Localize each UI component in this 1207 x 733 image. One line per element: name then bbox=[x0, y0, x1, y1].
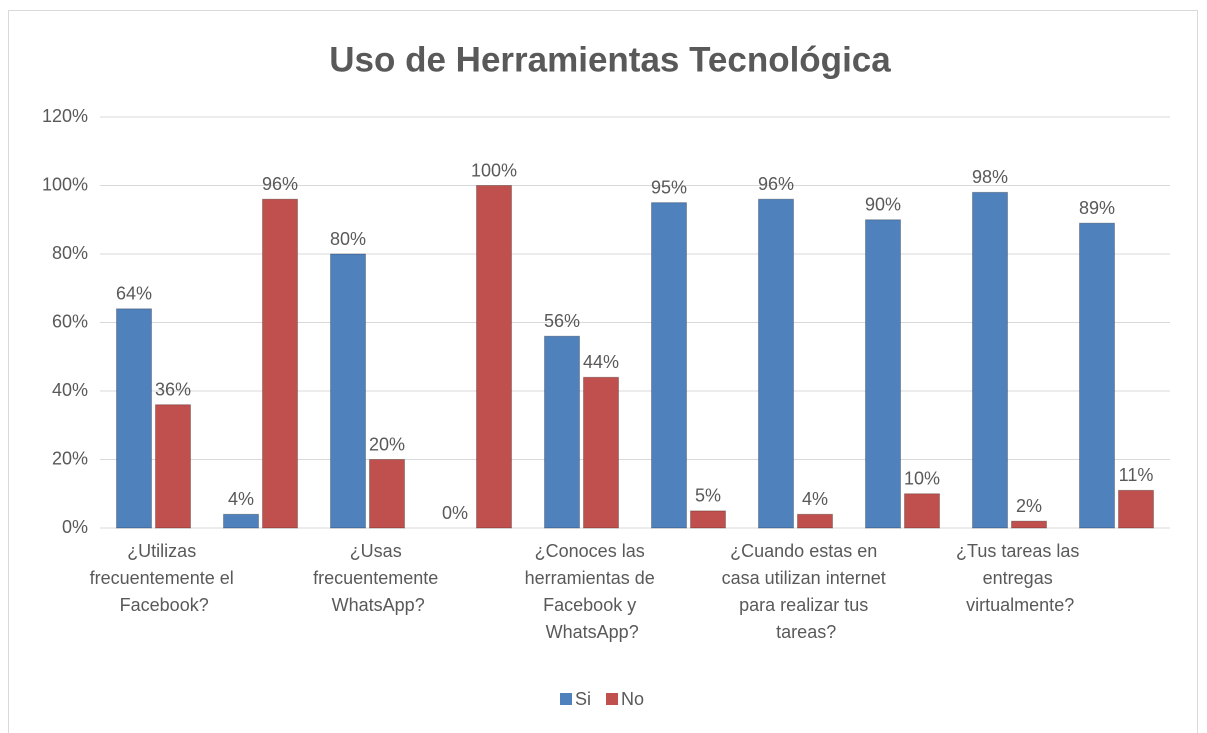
data-label: 98% bbox=[972, 167, 1008, 187]
legend-swatch bbox=[606, 693, 619, 705]
bar bbox=[583, 376, 619, 529]
data-label: 95% bbox=[651, 177, 687, 197]
data-label: 0% bbox=[442, 503, 468, 523]
bar bbox=[758, 198, 794, 529]
bar bbox=[972, 191, 1008, 529]
data-label: 56% bbox=[544, 311, 580, 331]
y-tick-label: 100% bbox=[42, 174, 88, 194]
x-tick-label: ¿Tus tareas las entregas virtualmente? bbox=[956, 541, 1084, 615]
bar bbox=[330, 253, 366, 529]
data-label: 100% bbox=[471, 160, 517, 180]
data-label: 89% bbox=[1079, 198, 1115, 218]
x-tick-label: ¿Conoces las herramientas de Facebook y … bbox=[525, 541, 660, 642]
y-tick-label: 0% bbox=[62, 517, 88, 537]
bar bbox=[223, 513, 259, 529]
data-label: 80% bbox=[330, 229, 366, 249]
data-label: 2% bbox=[1016, 496, 1042, 516]
bar bbox=[476, 185, 512, 529]
data-label: 90% bbox=[865, 195, 901, 215]
y-tick-label: 40% bbox=[52, 380, 88, 400]
legend-label: Si bbox=[575, 689, 591, 709]
bar bbox=[369, 459, 405, 529]
bar bbox=[262, 198, 298, 529]
data-label: 96% bbox=[262, 174, 298, 194]
data-label: 4% bbox=[802, 489, 828, 509]
y-tick-label: 120% bbox=[42, 106, 88, 126]
data-label: 4% bbox=[228, 489, 254, 509]
chart-title: Uso de Herramientas Tecnológica bbox=[329, 40, 891, 79]
legend-label: No bbox=[621, 689, 644, 709]
bar bbox=[651, 202, 687, 529]
x-tick-label: ¿Utilizas frecuentemente el Facebook? bbox=[90, 541, 239, 615]
legend-swatch bbox=[560, 693, 572, 705]
bar bbox=[116, 308, 152, 529]
data-label: 44% bbox=[583, 352, 619, 372]
data-label: 5% bbox=[695, 486, 721, 506]
y-tick-label: 60% bbox=[52, 311, 88, 331]
data-label: 11% bbox=[1119, 465, 1154, 485]
x-tick-label: ¿Usas frecuentemente WhatsApp? bbox=[313, 541, 443, 615]
y-tick-label: 80% bbox=[52, 243, 88, 263]
data-label: 64% bbox=[116, 284, 152, 304]
bar bbox=[544, 335, 580, 529]
bar bbox=[1079, 222, 1115, 529]
bar bbox=[797, 513, 833, 529]
bar bbox=[904, 493, 940, 529]
y-tick-label: 20% bbox=[52, 448, 88, 468]
data-label: 36% bbox=[155, 379, 191, 399]
x-tick-label: ¿Cuando estas en casa utilizan internet … bbox=[722, 541, 891, 642]
chart-border bbox=[8, 10, 1198, 733]
data-label: 96% bbox=[758, 174, 794, 194]
data-label: 20% bbox=[369, 434, 405, 454]
bar bbox=[690, 510, 726, 529]
bar bbox=[155, 404, 191, 529]
bar bbox=[1011, 520, 1047, 529]
data-label: 10% bbox=[904, 469, 940, 489]
bar bbox=[1118, 489, 1154, 529]
bar bbox=[865, 219, 901, 529]
